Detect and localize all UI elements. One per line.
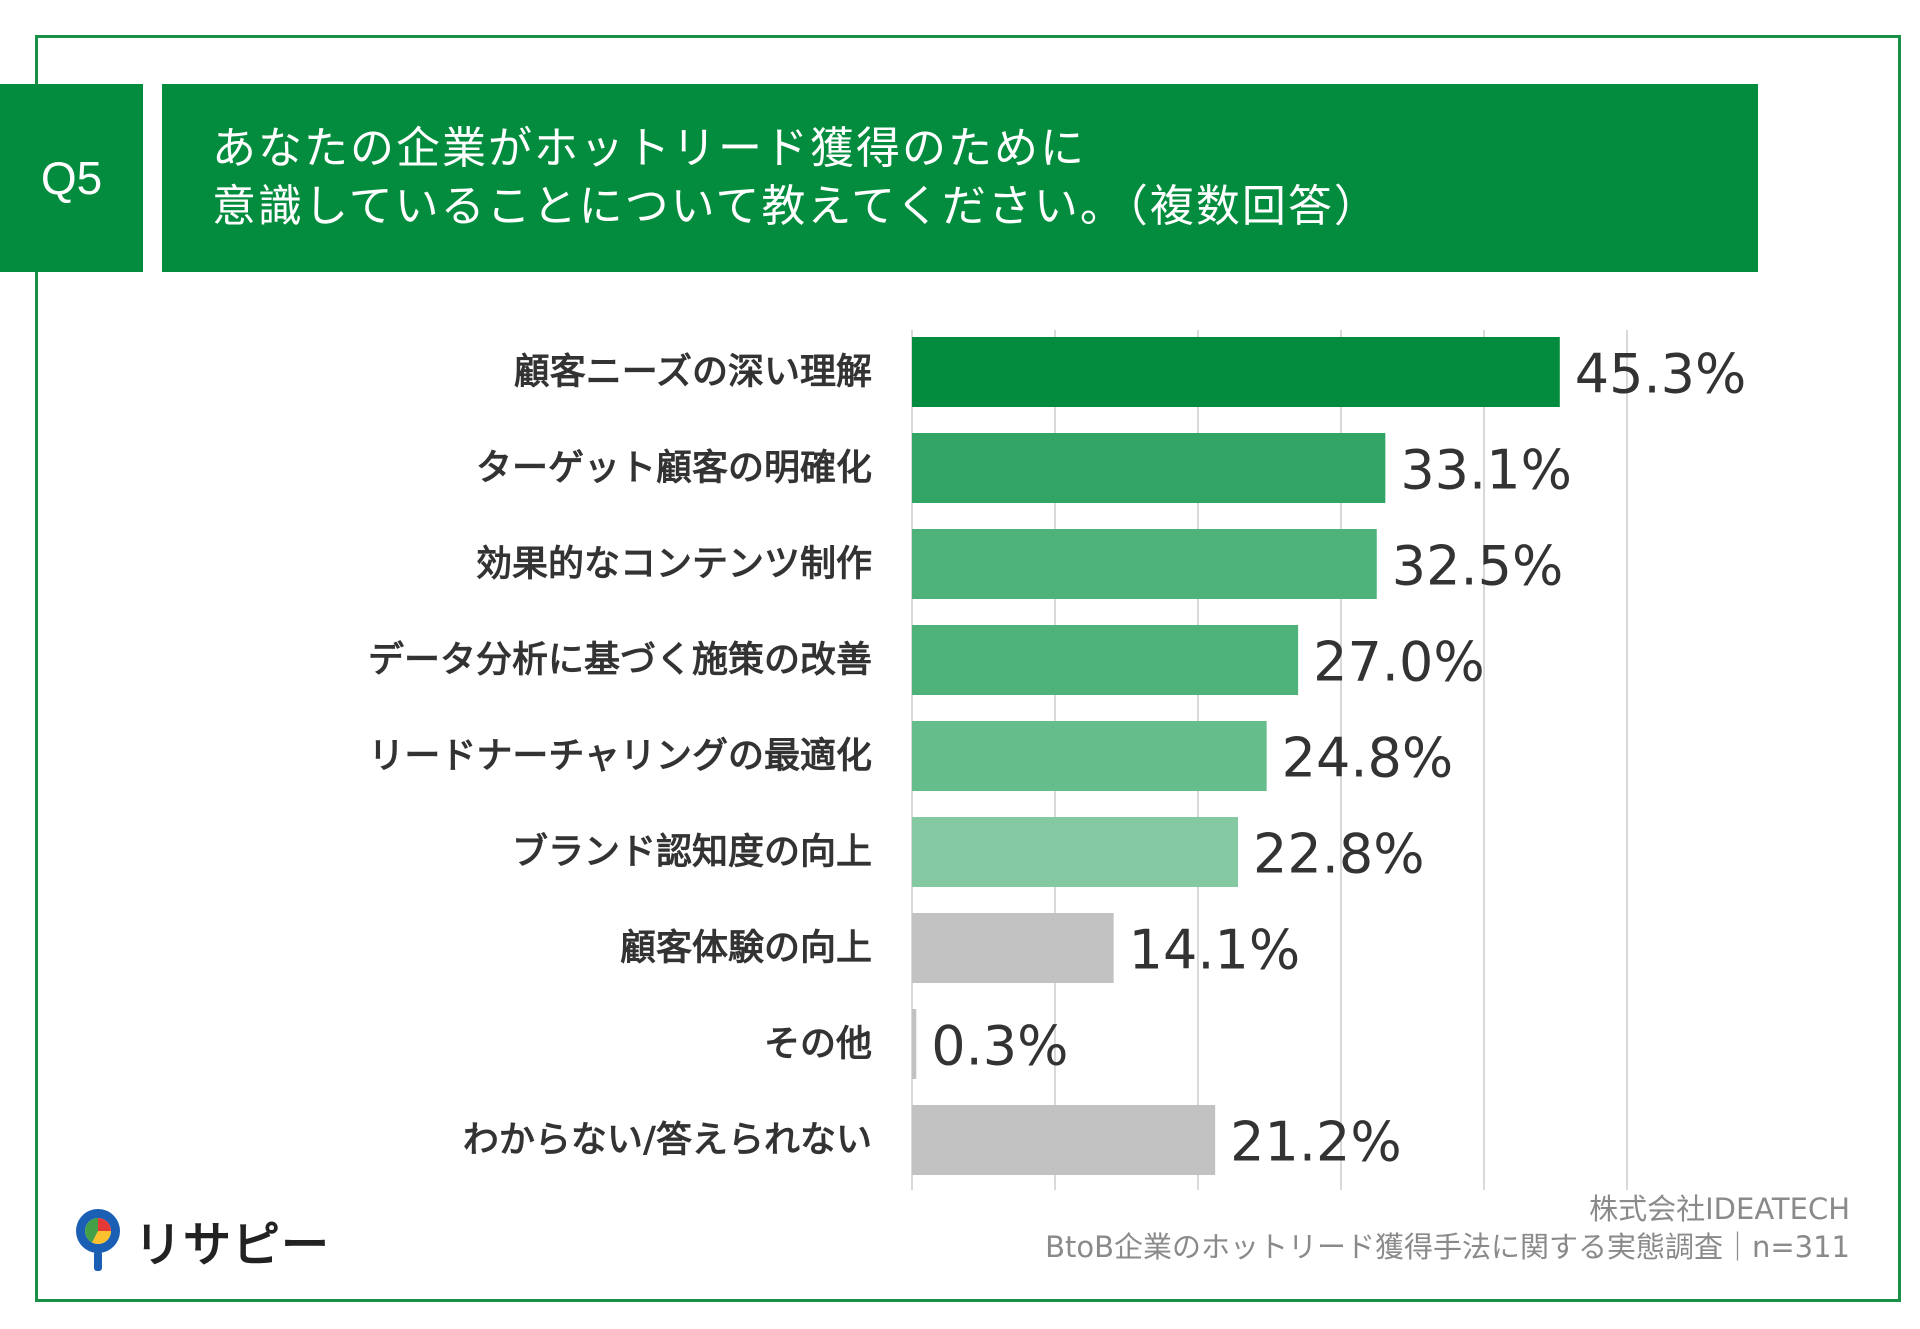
footer-company: 株式会社IDEATECH [1589,1192,1850,1226]
value-label: 33.1% [1400,439,1572,502]
value-label: 45.3% [1575,343,1747,406]
category-label: わからない/答えられない [463,1120,872,1161]
value-label: 27.0% [1313,631,1485,694]
question-banner: あなたの企業がホットリード獲得のために 意識していることについて教えてください。… [162,84,1758,272]
category-label: リードナーチャリングの最適化 [368,736,872,777]
bar [912,529,1377,599]
bar [912,1105,1216,1175]
value-label: 24.8% [1282,727,1454,790]
value-label: 14.1% [1129,919,1301,982]
resapi-pin-icon [76,1209,120,1271]
value-label: 22.8% [1253,823,1425,886]
bar [912,721,1267,791]
category-label: 顧客ニーズの深い理解 [514,351,872,393]
category-label: 効果的なコンテンツ制作 [476,544,872,585]
value-label: 0.3% [931,1015,1068,1078]
category-label: データ分析に基づく施策の改善 [368,639,872,681]
brand-logo: リサピー [70,1205,330,1275]
category-label: 顧客体験の向上 [620,928,872,969]
question-title: あなたの企業がホットリード獲得のために 意識していることについて教えてください。… [212,123,1380,232]
footer-source: 株式会社IDEATECH BtoB企業のホットリード獲得手法に関する実態調査｜n… [1045,1190,1850,1266]
bar [912,625,1299,695]
bar [912,433,1386,503]
bar [912,1009,917,1079]
category-label: その他 [764,1024,872,1065]
bar [912,337,1560,407]
brand-logo-text: リサピー [134,1217,331,1273]
category-label: ターゲット顧客の明確化 [476,448,872,489]
bar [912,817,1239,887]
value-label: 21.2% [1230,1111,1402,1174]
question-number: Q5 [40,152,103,204]
footer-survey: BtoB企業のホットリード獲得手法に関する実態調査｜n=311 [1045,1230,1850,1264]
bar [912,913,1114,983]
question-number-badge: Q5 [0,84,143,272]
category-label: ブランド認知度の向上 [512,831,872,873]
value-label: 32.5% [1392,535,1564,598]
